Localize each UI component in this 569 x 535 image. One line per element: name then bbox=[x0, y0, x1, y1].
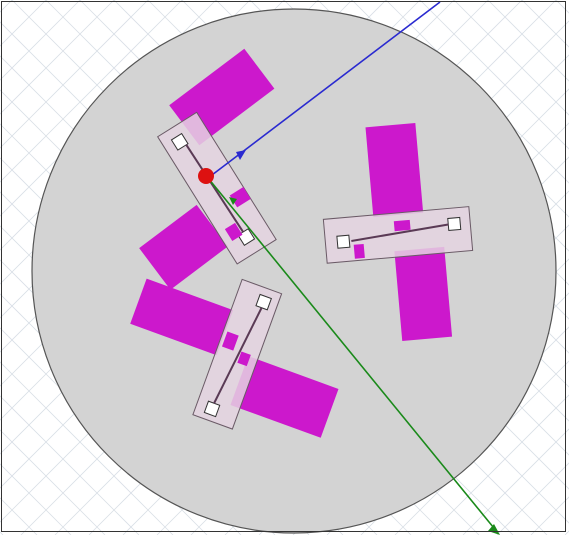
x-axis-arrow-icon bbox=[236, 150, 246, 160]
dipole-element-3[interactable] bbox=[108, 249, 362, 459]
grid-line bbox=[419, 0, 569, 150]
grid-line bbox=[0, 395, 140, 535]
stub-2 bbox=[353, 243, 365, 259]
pad-3a bbox=[255, 293, 273, 311]
stub-3b bbox=[237, 351, 251, 367]
grid-line bbox=[428, 394, 569, 535]
patch-left-1 bbox=[139, 204, 228, 290]
grid-line bbox=[0, 0, 183, 183]
grid-line bbox=[555, 0, 569, 14]
y-axis-line bbox=[207, 177, 499, 534]
x-axis-line bbox=[207, 1, 441, 179]
trace-1 bbox=[185, 144, 244, 233]
stub-1 bbox=[229, 186, 251, 208]
grid-line bbox=[0, 0, 115, 115]
patch-top-2 bbox=[365, 122, 424, 217]
stub-1b bbox=[224, 222, 243, 242]
grid-line bbox=[0, 0, 13, 13]
grid-line bbox=[0, 429, 106, 535]
y-axis-arrow-icon bbox=[229, 197, 237, 205]
grid-line bbox=[462, 428, 569, 535]
grid-line bbox=[0, 531, 4, 535]
origin-marker bbox=[198, 168, 214, 184]
pad-2a bbox=[336, 234, 351, 249]
trace-3 bbox=[213, 307, 263, 404]
pad-1a bbox=[170, 132, 189, 151]
grid-line bbox=[0, 361, 174, 535]
board-3 bbox=[192, 278, 283, 430]
grid-line bbox=[0, 0, 149, 149]
trace-2 bbox=[351, 223, 449, 242]
patch-left-3 bbox=[130, 278, 234, 356]
patch-bottom-2 bbox=[394, 246, 453, 341]
grid-line bbox=[453, 0, 569, 116]
substrate-disc[interactable] bbox=[31, 8, 557, 534]
pad-2b bbox=[447, 216, 462, 232]
patch-right-3 bbox=[230, 356, 339, 438]
stub-3 bbox=[221, 331, 239, 351]
dipole-element-2[interactable] bbox=[316, 119, 480, 347]
stub-2b bbox=[393, 219, 411, 232]
y-axis-end-arrow-icon bbox=[488, 524, 500, 535]
